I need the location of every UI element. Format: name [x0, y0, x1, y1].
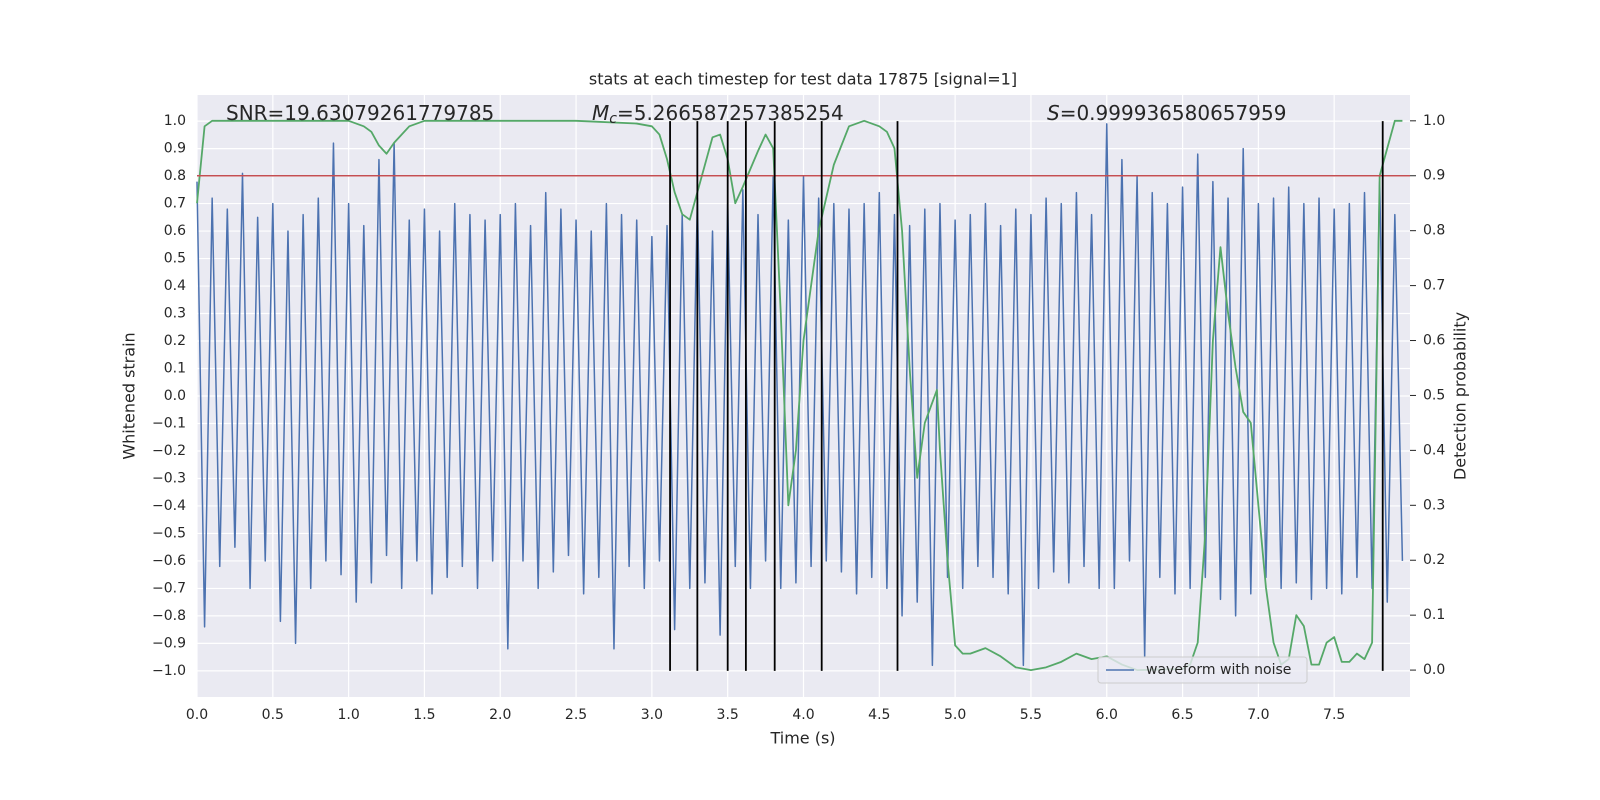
y2-tick-label: 1.0	[1423, 113, 1445, 129]
y-tick-label: −0.4	[152, 498, 186, 514]
y2-tick-label: 0.0	[1423, 662, 1445, 678]
x-tick-label: 7.0	[1247, 707, 1269, 723]
y-tick-label: −0.8	[152, 608, 186, 624]
annotation-subscript: c	[609, 111, 617, 127]
annotation: Mc=5.266587257385254	[592, 101, 844, 128]
y2-axis-label: Detection probability	[1451, 312, 1470, 480]
annotation-symbol: S	[1047, 101, 1060, 125]
y-tick-label: 0.4	[164, 278, 186, 294]
chart-title: stats at each timestep for test data 178…	[589, 70, 1017, 89]
y-tick-label: −0.6	[152, 553, 186, 569]
legend-label: waveform with noise	[1146, 662, 1291, 678]
y-tick-label: −0.2	[152, 443, 186, 459]
annotation-text: SNR=19.63079261779785	[226, 101, 494, 125]
y2-tick-label: 0.6	[1423, 333, 1445, 349]
y-tick-label: 0.1	[164, 361, 186, 377]
legend: waveform with noise	[1097, 656, 1308, 684]
x-tick-label: 6.0	[1096, 707, 1118, 723]
y-tick-label: −0.9	[152, 635, 186, 651]
y-tick-label: −0.7	[152, 580, 186, 596]
x-tick-label: 2.0	[489, 707, 511, 723]
x-tick-label: 6.5	[1171, 707, 1193, 723]
y-tick-label: −0.1	[152, 415, 186, 431]
annotation: S=0.999936580657959	[1047, 101, 1286, 125]
series-line	[196, 123, 1404, 667]
y-tick-label: 0.2	[164, 333, 186, 349]
x-tick-label: 1.5	[413, 707, 435, 723]
x-tick-label: 5.0	[944, 707, 966, 723]
y-tick-label: 0.8	[164, 168, 186, 184]
marks	[196, 119, 1410, 671]
labels: 0.0 0.5 1.0 1.5 2.0 2.5 3.0 3.5 4.0 4.5 5.0 5.5 6.0 6…	[152, 101, 1445, 724]
annotation: SNR=19.63079261779785	[226, 101, 494, 125]
x-tick-label: 5.5	[1020, 707, 1042, 723]
annotation-text: =0.999936580657959	[1060, 101, 1287, 125]
legend-box	[1097, 656, 1308, 684]
y-tick-label: 0.6	[164, 223, 186, 239]
y-tick-label: 1.0	[164, 113, 186, 129]
annotation-symbol: M	[592, 101, 609, 125]
x-tick-label: 7.5	[1323, 707, 1345, 723]
x-axis-label: Time (s)	[769, 729, 835, 748]
y2-tick-label: 0.3	[1423, 497, 1445, 513]
y2-tick-label: 0.1	[1423, 607, 1445, 623]
y2-tick-label: 0.7	[1423, 278, 1445, 294]
x-tick-label: 3.5	[717, 707, 739, 723]
y2-tick-label: 0.8	[1423, 223, 1445, 239]
x-tick-label: 2.5	[565, 707, 587, 723]
x-tick-label: 4.0	[792, 707, 814, 723]
x-tick-label: 4.5	[868, 707, 890, 723]
x-tick-label: 0.0	[186, 707, 208, 723]
x-tick-label: 3.0	[641, 707, 663, 723]
y-tick-label: −1.0	[152, 663, 186, 679]
y2-tick-label: 0.9	[1423, 168, 1445, 184]
y-axis-label: Whitened strain	[120, 332, 139, 459]
y2-tick-label: 0.2	[1423, 552, 1445, 568]
y2-tick-label: 0.5	[1423, 387, 1445, 403]
x-tick-label: 0.5	[262, 707, 284, 723]
y-tick-label: −0.5	[152, 525, 186, 541]
y-tick-label: 0.3	[164, 306, 186, 322]
x-tick-label: 1.0	[337, 707, 359, 723]
y2-tick-label: 0.4	[1423, 442, 1445, 458]
y-tick-label: 0.5	[164, 251, 186, 267]
annotation-text: =5.266587257385254	[617, 101, 844, 125]
y-tick-label: −0.3	[152, 470, 186, 486]
y-tick-label: 0.0	[164, 388, 186, 404]
y-tick-label: 0.7	[164, 196, 186, 212]
y-tick-label: 0.9	[164, 141, 186, 157]
